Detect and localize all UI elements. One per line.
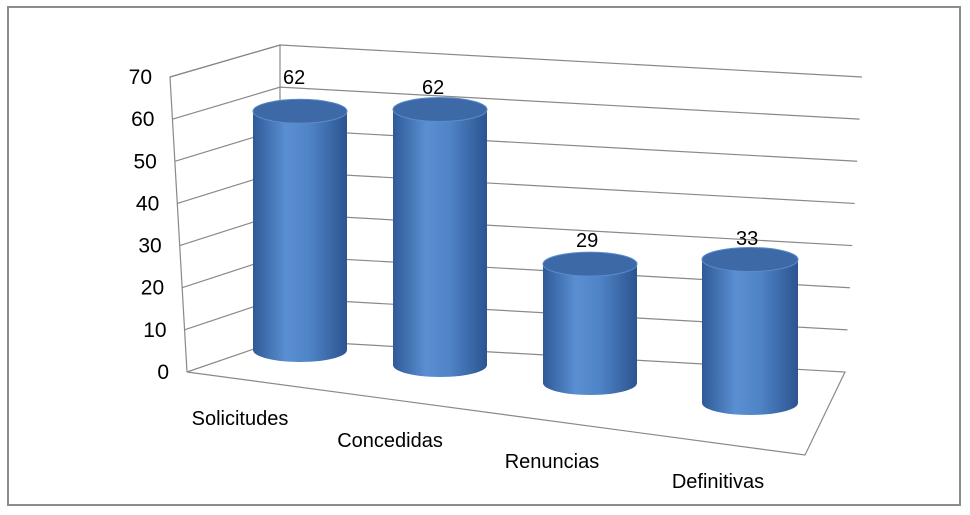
data-label: 29 — [576, 230, 598, 252]
y-tick-label: 10 — [143, 319, 166, 342]
bars — [252, 97, 799, 415]
category-label: Concedidas — [337, 430, 443, 452]
y-tick-label: 40 — [136, 192, 159, 215]
bar-top — [392, 97, 488, 123]
bar-top — [701, 246, 799, 272]
y-tick-label: 50 — [133, 150, 156, 173]
category-labels: Solicitudes Concedidas Renuncias Definitiva… — [192, 408, 764, 493]
bar-renuncias — [543, 264, 637, 395]
y-tick-label: 20 — [141, 277, 164, 300]
bar-top — [252, 98, 348, 124]
y-tick-label: 70 — [129, 66, 152, 89]
y-axis-ticks: 0 10 20 30 40 50 60 70 — [129, 66, 169, 384]
floor — [186, 339, 846, 456]
category-label: Renuncias — [505, 451, 600, 473]
y-tick-label: 30 — [138, 235, 161, 258]
bar-top — [542, 251, 638, 277]
data-label: 33 — [736, 228, 758, 250]
y-tick-label: 60 — [131, 108, 154, 131]
y-tick-label: 0 — [157, 361, 169, 384]
gridline — [172, 86, 860, 120]
category-label: Definitivas — [672, 471, 764, 493]
bar-definitivas — [702, 259, 798, 415]
bar-concedidas — [393, 109, 487, 377]
gridline — [169, 44, 863, 78]
bar-solicitudes — [253, 111, 347, 362]
category-label: Solicitudes — [192, 408, 289, 430]
data-label: 62 — [283, 67, 305, 89]
data-labels: 62 62 29 33 — [283, 67, 758, 252]
data-label: 62 — [422, 77, 444, 99]
